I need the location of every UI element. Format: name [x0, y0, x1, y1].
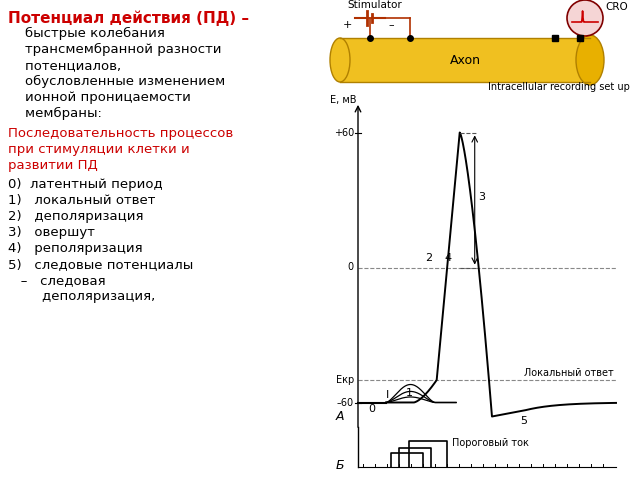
Text: мембраны:: мембраны:	[8, 107, 102, 120]
Text: Последовательность процессов: Последовательность процессов	[8, 127, 233, 140]
Text: Екр: Екр	[336, 375, 354, 385]
Text: +60: +60	[333, 128, 354, 137]
Text: +: +	[342, 20, 352, 30]
Text: Intracellular recording set up: Intracellular recording set up	[488, 82, 630, 92]
Text: потенциалов,: потенциалов,	[8, 59, 121, 72]
Text: 0: 0	[369, 405, 376, 415]
Text: –   следовая: – следовая	[8, 274, 106, 287]
Text: I: I	[386, 391, 389, 400]
Text: 1)   локальный ответ: 1) локальный ответ	[8, 194, 156, 207]
Text: CRO: CRO	[605, 2, 628, 12]
Text: 3: 3	[477, 192, 484, 202]
Text: А: А	[336, 410, 344, 423]
Text: 2: 2	[425, 253, 432, 263]
Text: 5: 5	[520, 417, 527, 427]
Ellipse shape	[330, 38, 350, 82]
Text: 4)   реполяризация: 4) реполяризация	[8, 242, 143, 255]
Text: –: –	[388, 20, 394, 30]
Text: 4: 4	[445, 253, 452, 263]
Text: Stimulator: Stimulator	[348, 0, 403, 10]
Text: ионной проницаемости: ионной проницаемости	[8, 91, 191, 104]
Bar	[340, 38, 590, 82]
Text: Потенциал действия (ПД) –: Потенциал действия (ПД) –	[8, 10, 249, 25]
Text: Б: Б	[336, 459, 344, 472]
Text: при стимуляции клетки и: при стимуляции клетки и	[8, 143, 189, 156]
Text: 5)   следовые потенциалы: 5) следовые потенциалы	[8, 258, 193, 271]
Text: 0: 0	[348, 263, 354, 273]
Text: 1: 1	[406, 388, 413, 398]
Text: Локальный ответ: Локальный ответ	[524, 368, 614, 378]
Text: 0)  латентный период: 0) латентный период	[8, 178, 163, 191]
Text: –60: –60	[337, 397, 354, 408]
Text: Axon: Axon	[449, 53, 481, 67]
Text: Пороговый ток: Пороговый ток	[452, 438, 529, 448]
Ellipse shape	[576, 35, 604, 85]
Text: 3)   овершут: 3) овершут	[8, 226, 95, 239]
Text: деполяризация,: деполяризация,	[8, 290, 156, 303]
Circle shape	[567, 0, 603, 36]
Text: обусловленные изменением: обусловленные изменением	[8, 75, 225, 88]
Text: развитии ПД: развитии ПД	[8, 159, 98, 172]
Text: быстрые колебания: быстрые колебания	[8, 27, 165, 40]
Text: трансмембранной разности: трансмембранной разности	[8, 43, 221, 56]
Text: 2)   деполяризация: 2) деполяризация	[8, 210, 143, 223]
Text: E, мВ: E, мВ	[330, 95, 356, 105]
